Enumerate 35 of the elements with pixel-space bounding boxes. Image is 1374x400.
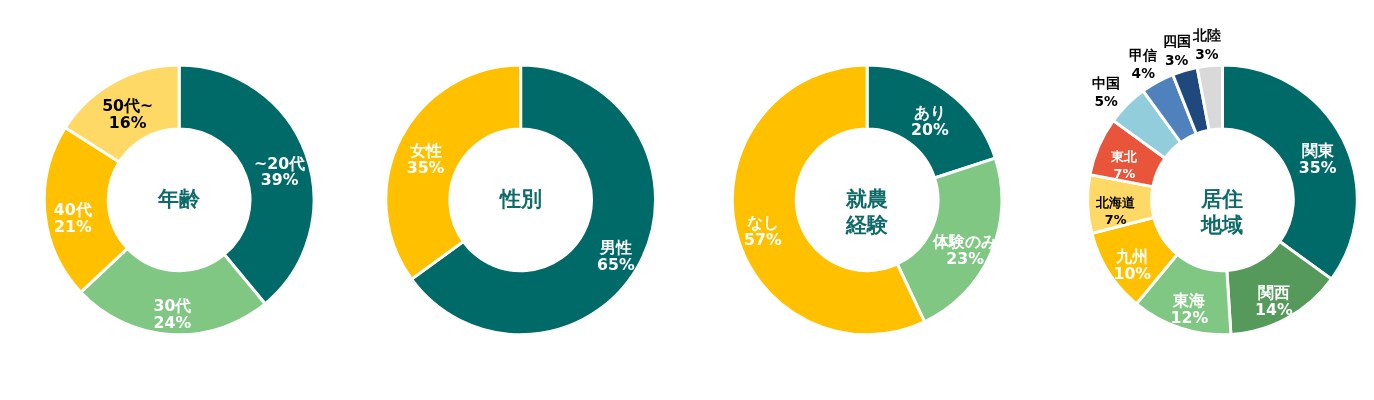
slice-label: 関東 bbox=[1301, 141, 1335, 161]
text: 就農経験 bbox=[845, 186, 890, 238]
slice-label: 中国 bbox=[1092, 74, 1121, 91]
data-label: 35% bbox=[1298, 158, 1337, 178]
data-label: 14% bbox=[1255, 300, 1293, 320]
data-label: 35% bbox=[406, 158, 445, 178]
slice-label: 女性 bbox=[408, 141, 442, 161]
data-label: 3% bbox=[1164, 51, 1189, 68]
slice-label: 九州 bbox=[1115, 247, 1149, 267]
data-label: 7% bbox=[1104, 211, 1127, 227]
slice-label: 男性 bbox=[598, 238, 632, 258]
slice-label: 東海 bbox=[1172, 291, 1206, 311]
data-label: 7% bbox=[1113, 166, 1136, 182]
data-label: 20% bbox=[911, 120, 949, 140]
data-label: 24% bbox=[153, 313, 192, 333]
slice-label: 四国 bbox=[1162, 32, 1191, 49]
data-label: 3% bbox=[1195, 45, 1219, 62]
text: 年齢 bbox=[157, 186, 202, 211]
slice-label: 東北 bbox=[1110, 149, 1139, 165]
data-label: 12% bbox=[1170, 308, 1209, 328]
slice-label: 30代 bbox=[153, 296, 192, 316]
data-label: 4% bbox=[1131, 65, 1156, 82]
slice-label: 40代 bbox=[53, 199, 92, 219]
slice-label: 関西 bbox=[1257, 283, 1290, 303]
slice-label: あり bbox=[913, 103, 946, 123]
slice-label: ~20代 bbox=[254, 153, 306, 173]
data-label: 65% bbox=[596, 255, 635, 275]
slice-label: 50代~ bbox=[102, 96, 154, 116]
slice-label: 北海道 bbox=[1095, 195, 1137, 211]
text: 性別 bbox=[497, 186, 542, 211]
text: 居住地域 bbox=[1200, 186, 1244, 238]
slice-label: なし bbox=[746, 213, 779, 233]
slice-label: 甲信 bbox=[1129, 46, 1158, 63]
data-label: 5% bbox=[1094, 93, 1119, 110]
slice-label: 北陸 bbox=[1191, 27, 1221, 44]
